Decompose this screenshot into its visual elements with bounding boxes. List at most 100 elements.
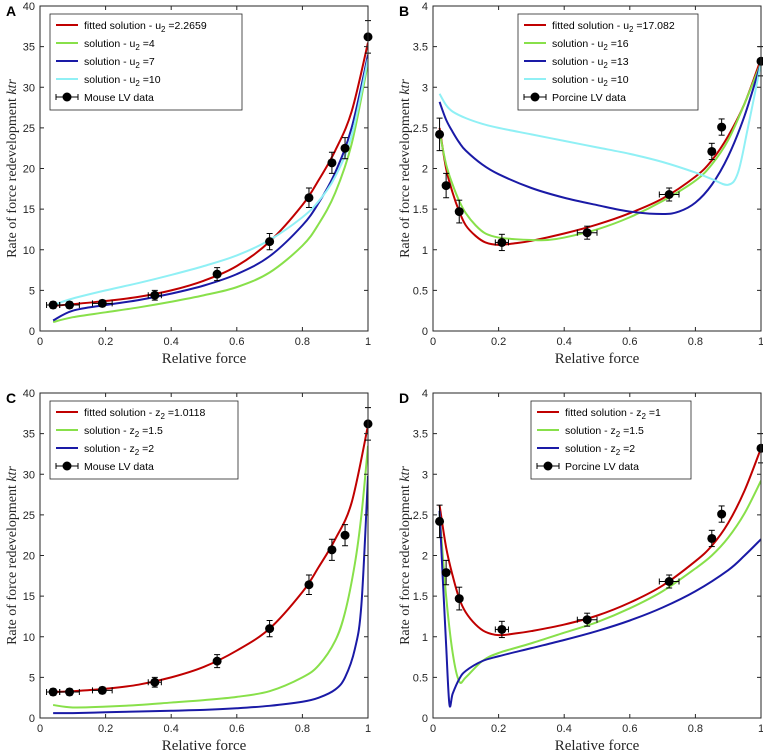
y-tick-label: 0 bbox=[29, 713, 35, 725]
y-tick-label: 3.5 bbox=[413, 429, 428, 441]
legend-entry: fitted solution - u2 =2.2659 bbox=[56, 20, 207, 34]
y-tick-label: 1 bbox=[422, 245, 428, 257]
legend-label-subscript: 2 bbox=[135, 79, 140, 88]
data-marker bbox=[582, 615, 592, 625]
x-tick-label: 0.6 bbox=[622, 723, 637, 735]
y-tick-label: 0 bbox=[422, 713, 428, 725]
x-tick-label: 0 bbox=[430, 723, 436, 735]
legend-box bbox=[49, 13, 243, 111]
legend-label-subscript: 2 bbox=[160, 412, 165, 421]
legend-label-main: solution - u bbox=[84, 38, 136, 50]
x-tick-label: 0.4 bbox=[557, 336, 572, 348]
legend-label-main: fitted solution - u bbox=[552, 20, 629, 32]
y-tick-label: 2 bbox=[422, 164, 428, 176]
y-tick-label: 15 bbox=[23, 204, 35, 216]
data-marker bbox=[340, 143, 350, 153]
legend-label-value: =7 bbox=[140, 56, 155, 68]
y-axis-label-italic: ktr bbox=[398, 466, 413, 482]
y-tick-label: 20 bbox=[23, 551, 35, 563]
y-axis-label-text: Rate of force redevelopment bbox=[398, 95, 413, 258]
y-tick-label: 0 bbox=[422, 326, 428, 338]
legend-label-subscript: 2 bbox=[616, 430, 621, 439]
y-tick-label: 1 bbox=[422, 632, 428, 644]
legend-entry-data: Porcine LV data bbox=[536, 461, 639, 473]
y-tick-label: 5 bbox=[29, 285, 35, 297]
legend-label-value: =16 bbox=[608, 38, 629, 50]
y-tick-label: 30 bbox=[23, 82, 35, 94]
y-tick-label: 35 bbox=[23, 429, 35, 441]
x-tick-label: 0 bbox=[430, 336, 436, 348]
y-tick-label: 2.5 bbox=[413, 510, 428, 522]
y-axis-label-italic: ktr bbox=[5, 466, 20, 482]
legend-label-value: =10 bbox=[608, 74, 629, 86]
x-tick-label: 0.4 bbox=[557, 723, 572, 735]
data-marker bbox=[717, 122, 727, 132]
y-axis-label: Rate of force redevelopment ktr bbox=[5, 466, 20, 645]
legend-label-value: =1.0118 bbox=[165, 407, 206, 419]
data-marker bbox=[441, 568, 451, 578]
data-marker bbox=[97, 298, 107, 308]
y-tick-label: 25 bbox=[23, 510, 35, 522]
data-point bbox=[707, 529, 717, 548]
y-axis-label: Rate of force redevelopment ktr bbox=[398, 79, 413, 258]
legend-swatch-marker bbox=[62, 92, 72, 102]
data-point bbox=[147, 676, 162, 688]
data-marker bbox=[497, 237, 507, 247]
legend-label: solution - z2 =1.5 bbox=[565, 425, 644, 439]
legend-label: solution - z2 =2 bbox=[565, 443, 635, 457]
legend-label-subscript: 2 bbox=[603, 79, 608, 88]
y-axis-label-text: Rate of force redevelopment bbox=[398, 482, 413, 645]
legend-box bbox=[517, 13, 699, 111]
data-marker bbox=[212, 656, 222, 666]
data-marker bbox=[265, 237, 275, 247]
legend-label-value: =2 bbox=[620, 443, 635, 455]
y-axis-label-italic: ktr bbox=[398, 79, 413, 95]
y-tick-label: 0 bbox=[29, 326, 35, 338]
y-tick-label: 5 bbox=[29, 672, 35, 684]
data-point bbox=[340, 137, 350, 160]
data-point bbox=[435, 504, 445, 539]
legend-label: solution - u2 =16 bbox=[552, 38, 629, 52]
legend-label-subscript: 2 bbox=[135, 448, 140, 457]
x-tick-label: 0.8 bbox=[295, 723, 310, 735]
legend-entry-data: Mouse LV data bbox=[55, 92, 154, 104]
x-tick-label: 1 bbox=[758, 336, 763, 348]
data-marker bbox=[265, 624, 275, 634]
legend: fitted solution - z2 =1.0118 solution - z… bbox=[49, 400, 239, 480]
legend-label: solution - u2 =10 bbox=[552, 74, 629, 88]
data-marker bbox=[65, 300, 75, 310]
y-tick-label: 25 bbox=[23, 123, 35, 135]
y-tick-label: 0.5 bbox=[413, 285, 428, 297]
legend-label-subscript: 2 bbox=[603, 43, 608, 52]
y-axis-label: Rate of force redevelopment ktr bbox=[398, 466, 413, 645]
data-point bbox=[91, 685, 113, 695]
y-tick-label: 40 bbox=[23, 1, 35, 13]
series-line-1 bbox=[438, 480, 761, 684]
legend-label-value: =10 bbox=[140, 74, 161, 86]
data-marker bbox=[65, 687, 75, 697]
x-tick-label: 1 bbox=[365, 336, 371, 348]
x-tick-label: 0.4 bbox=[164, 336, 179, 348]
series-line-2 bbox=[438, 510, 761, 708]
legend-label-main: solution - z bbox=[84, 425, 135, 437]
legend-label: fitted solution - z2 =1.0118 bbox=[84, 407, 205, 421]
legend-label-subscript: 2 bbox=[135, 61, 140, 70]
data-marker bbox=[454, 207, 464, 217]
legend-label: Mouse LV data bbox=[84, 461, 154, 473]
legend-label-main: solution - u bbox=[552, 74, 604, 86]
legend-entry: solution - u2 =10 bbox=[524, 74, 629, 88]
y-tick-label: 1.5 bbox=[413, 591, 428, 603]
data-marker bbox=[327, 545, 337, 555]
y-tick-label: 4 bbox=[422, 388, 428, 400]
panel-b: 0 0.2 0.4 0.6 0.8 1 0 0.5 1 1.5 2 2.5 3 3.5 4 Relative … bbox=[398, 1, 763, 367]
y-tick-label: 2 bbox=[422, 551, 428, 563]
data-marker bbox=[435, 516, 445, 526]
y-tick-label: 20 bbox=[23, 164, 35, 176]
legend: fitted solution - u2 =2.2659 solution - u… bbox=[49, 13, 243, 111]
data-point bbox=[59, 687, 80, 697]
legend-box bbox=[49, 400, 239, 480]
legend-label-main: solution - z bbox=[565, 443, 616, 455]
data-marker bbox=[150, 677, 160, 687]
